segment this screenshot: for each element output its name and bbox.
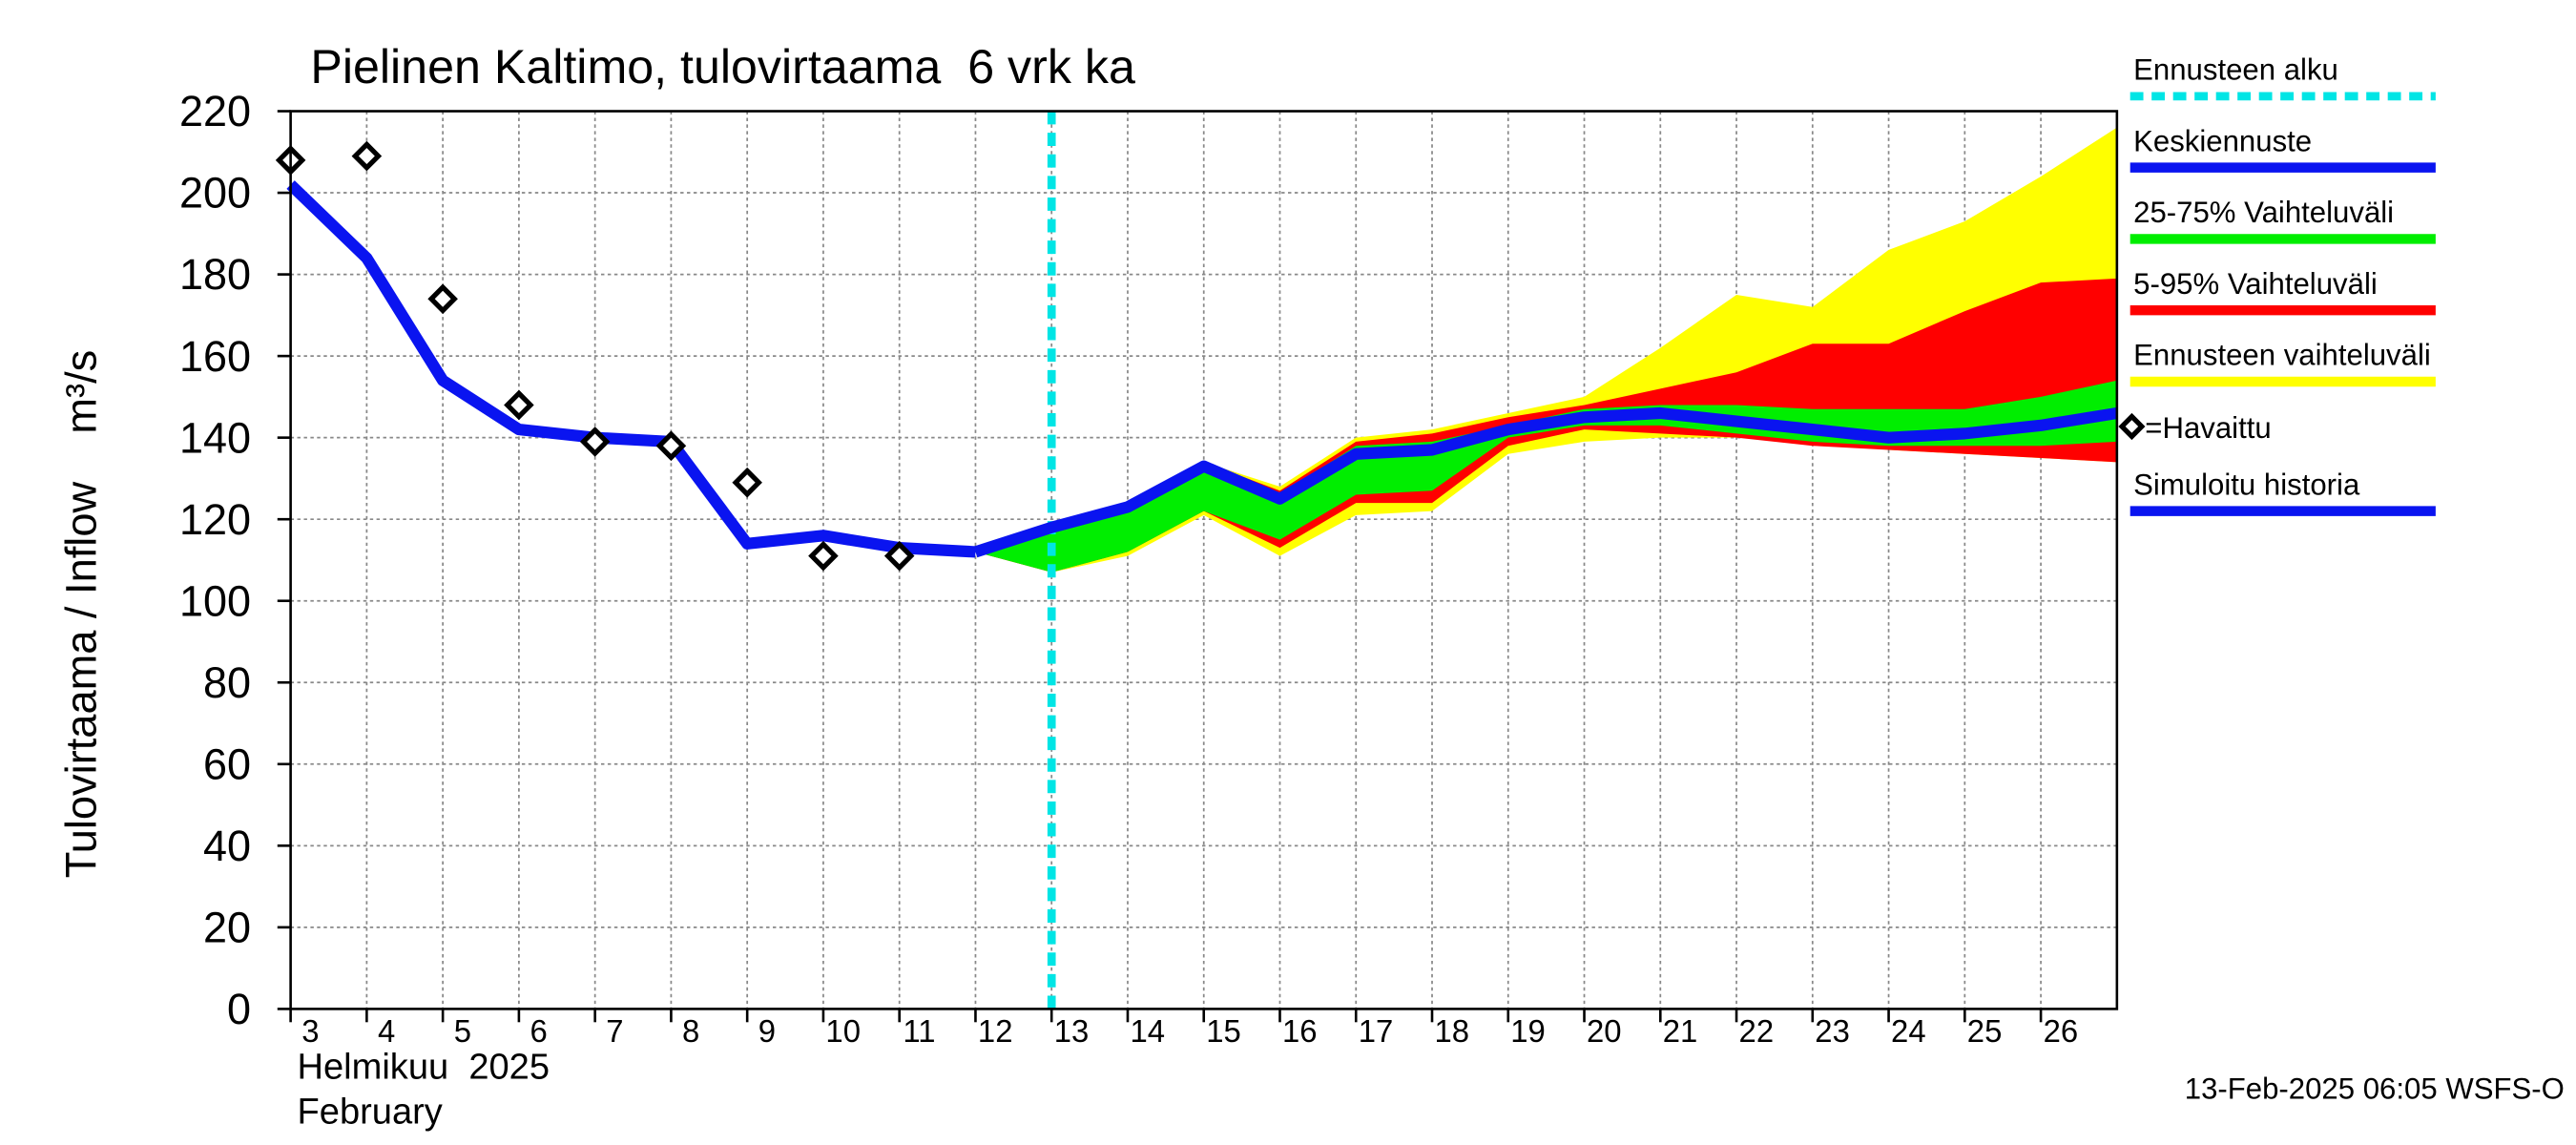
legend-label: Ennusteen alku <box>2133 52 2338 86</box>
x-tick-label: 5 <box>454 1013 471 1049</box>
x-tick-label: 14 <box>1130 1013 1165 1049</box>
observed-point <box>351 140 383 172</box>
x-tick-label: 23 <box>1815 1013 1850 1049</box>
footer: 13-Feb-2025 06:05 WSFS-O <box>2185 1072 2565 1105</box>
y-tick-label: 200 <box>179 169 251 218</box>
x-tick-label: 20 <box>1587 1013 1622 1049</box>
observed-point <box>427 283 458 315</box>
x-tick-label: 19 <box>1510 1013 1546 1049</box>
y-tick-label: 120 <box>179 495 251 544</box>
observed-point <box>655 430 687 462</box>
y-tick-label: 100 <box>179 576 251 625</box>
legend-label: =Havaittu <box>2145 411 2271 445</box>
legend-marker <box>2118 412 2146 441</box>
legend-label: Keskiennuste <box>2133 124 2312 157</box>
x-tick-label: 7 <box>606 1013 623 1049</box>
x-tick-label: 18 <box>1434 1013 1469 1049</box>
observed-point <box>579 427 611 457</box>
observed-point <box>883 540 915 572</box>
observed-point <box>504 389 534 421</box>
y-tick-label: 220 <box>179 87 251 135</box>
y-axis-label: Tulovirtaama / Inflow m³/s <box>56 350 105 878</box>
y-tick-label: 140 <box>179 413 251 462</box>
x-tick-label: 24 <box>1891 1013 1926 1049</box>
observed-point <box>808 540 839 572</box>
y-tick-label: 40 <box>203 822 251 870</box>
x-tick-label: 21 <box>1663 1013 1698 1049</box>
x-tick-label: 8 <box>682 1013 699 1049</box>
x-tick-label: 4 <box>378 1013 395 1049</box>
chart-title: Pielinen Kaltimo, tulovirtaama 6 vrk ka <box>310 39 1135 94</box>
x-tick-label: 22 <box>1739 1013 1775 1049</box>
x-tick-label: 17 <box>1359 1013 1394 1049</box>
x-tick-label: 11 <box>903 1013 935 1049</box>
x-tick-label: 25 <box>1967 1013 2003 1049</box>
series-line <box>973 406 2118 558</box>
legend-label: Simuloitu historia <box>2133 468 2360 501</box>
plot-frame <box>289 110 2119 1010</box>
legend-label: 5-95% Vaihteluväli <box>2133 267 2378 301</box>
legend-label: 25-75% Vaihteluväli <box>2133 196 2394 229</box>
x-tick-label: 9 <box>758 1013 776 1049</box>
x-tick-label: 3 <box>301 1013 319 1049</box>
y-tick-label: 80 <box>203 658 251 707</box>
x-tick-label: 12 <box>978 1013 1013 1049</box>
x-tick-label: 10 <box>825 1013 861 1049</box>
x-tick-label: 13 <box>1054 1013 1090 1049</box>
y-tick-label: 60 <box>203 739 251 788</box>
x-tick-label: 15 <box>1206 1013 1241 1049</box>
y-tick-label: 160 <box>179 332 251 381</box>
legend-label: Ennusteen vaihteluväli <box>2133 339 2431 372</box>
series-line <box>286 180 976 558</box>
y-tick-label: 0 <box>227 985 251 1033</box>
x-sublabel: Helmikuu 2025 <box>298 1046 550 1087</box>
x-tick-label: 26 <box>2044 1013 2079 1049</box>
y-tick-label: 180 <box>179 250 251 299</box>
observed-point <box>732 467 762 498</box>
x-tick-label: 16 <box>1282 1013 1318 1049</box>
y-tick-label: 20 <box>203 903 251 951</box>
x-sublabel: February <box>298 1091 443 1132</box>
x-tick-label: 6 <box>530 1013 548 1049</box>
